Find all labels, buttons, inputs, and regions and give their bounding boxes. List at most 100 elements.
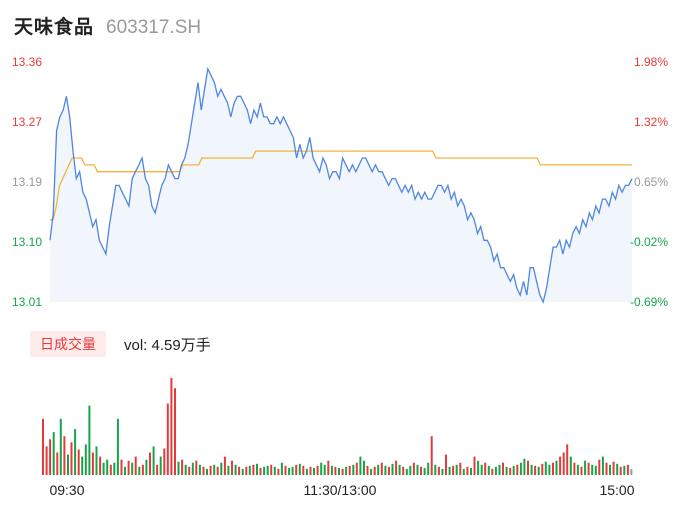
volume-bar [609,464,611,475]
volume-tab[interactable]: 日成交量 [30,331,106,357]
volume-bar [273,466,276,475]
volume-bar [316,465,319,475]
x-tick-label: 09:30 [49,482,84,498]
volume-bar [391,463,394,475]
volume-bar [284,465,287,475]
volume-bar [548,464,551,475]
volume-bar [91,452,94,475]
stock-code: 603317.SH [106,17,202,38]
volume-bar [359,456,362,475]
volume-bar [373,466,376,475]
volume-bar [494,466,497,475]
volume-bar [74,429,77,475]
volume-bar [566,444,569,475]
volume-bar [159,456,162,475]
volume-bar [191,462,194,475]
x-tick-label: 15:00 [599,482,634,498]
volume-bar [106,459,109,475]
volume-bar [181,459,184,475]
volume-bar [213,464,216,475]
volume-bar [412,462,415,475]
volume-bar [345,466,348,475]
volume-bar [466,466,469,475]
volume-bar [149,452,151,475]
volume-bar [473,456,476,475]
volume-bar [576,464,579,475]
x-tick-label: 11:30/13:00 [304,482,377,498]
volume-bar [452,465,455,475]
volume-bar [616,463,619,475]
volume-bar [141,464,144,475]
volume-bar [619,466,622,475]
volume-bar [370,468,373,475]
volume-bar [402,466,405,475]
volume-bar [95,446,98,475]
volume-bar [420,466,422,475]
volume-bar [277,468,280,475]
volume-bar [437,466,440,475]
volume-bar [270,464,273,475]
y-tick-label-right: -0.02% [630,235,668,249]
chart-header: 天味食品 603317.SH [14,12,201,40]
volume-bar [234,464,237,475]
volume-bar [612,461,615,475]
volume-bar [156,464,159,475]
volume-bar [166,403,169,475]
volume-bar [445,454,447,475]
volume-bar [223,456,226,475]
volume-bar [626,464,629,475]
volume-bar [209,465,212,475]
volume-bar [395,460,398,475]
volume-bar [544,461,547,475]
volume-bar [198,464,201,475]
volume-bar [598,459,601,475]
volume-bar [56,452,59,475]
volume-bar [512,465,515,475]
volume-bar [49,439,52,475]
volume-bar [298,463,301,475]
volume-bar [263,466,266,475]
volume-bar [84,444,87,475]
volume-bar [220,462,223,475]
volume-bar [334,466,337,475]
volume-bar [177,461,180,475]
volume-bar [459,462,462,475]
volume-bar [206,468,208,475]
volume-bar [509,467,512,475]
volume-bar [462,468,465,475]
volume-bar [477,460,480,475]
volume-bar [605,462,608,475]
volume-bar [238,466,241,475]
volume-bar [327,460,330,475]
average-price-line [50,150,632,221]
volume-bar [555,460,558,475]
volume-bar [470,467,472,475]
volume-bar [441,468,444,475]
volume-bar [516,464,519,475]
volume-bar [202,466,205,475]
volume-bar [138,466,141,475]
volume-bar [113,462,116,475]
stock-name: 天味食品 [14,17,95,38]
volume-bar [163,448,166,475]
volume-bar [188,466,191,475]
volume-bar [127,460,130,475]
volume-bar [338,467,340,475]
price-line [49,66,633,304]
volume-bar [630,468,633,475]
volume-bar [430,436,433,475]
volume-bar [573,462,576,475]
volume-bar [519,462,522,475]
volume-bar [309,466,312,475]
volume-bar [323,464,326,475]
volume-bar [280,462,283,475]
volume-bar [523,458,526,475]
volume-bar [116,418,119,475]
volume-bar [252,464,255,475]
volume-readout: vol: 4.59万手 [124,336,211,354]
volume-bar [70,442,73,475]
volume-bar [120,459,123,475]
volume-header: 日成交量 vol: 4.59万手 [30,331,211,357]
volume-bar [480,464,483,475]
